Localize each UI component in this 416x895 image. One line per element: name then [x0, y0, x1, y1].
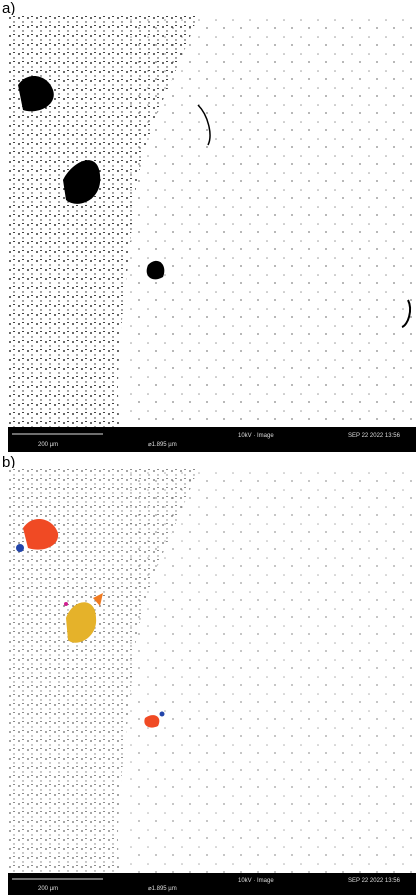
page: {"panels": [ {"label": "a)", "scale_bar"… — [0, 0, 416, 895]
scale-bar-label: 200 µm — [38, 442, 58, 448]
sem-image: 200 µm ⌀1.895 µm 10kV · Image SEP 22 202… — [8, 468, 416, 895]
date-label: SEP 22 2022 13:56 — [348, 878, 401, 884]
date-label: SEP 22 2022 13:56 — [348, 433, 401, 439]
mode-label: 10kV · Image — [238, 878, 274, 884]
field-label: ⌀1.895 µm — [148, 442, 177, 448]
mode-label: 10kV · Image — [238, 433, 274, 439]
field-label: ⌀1.895 µm — [148, 886, 177, 892]
scale-bar-label: 200 µm — [38, 886, 58, 892]
sem-image: 200 µm ⌀1.895 µm 10kV · Image SEP 22 202… — [8, 15, 416, 452]
